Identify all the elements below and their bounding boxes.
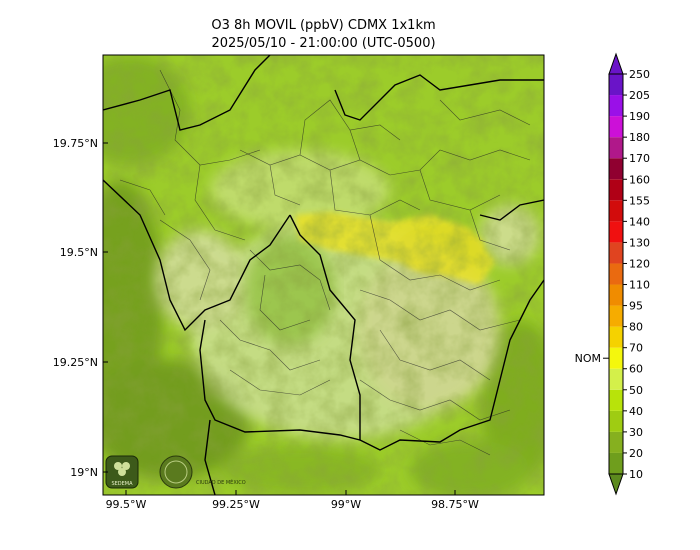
colorbar-label: 60 <box>629 363 643 376</box>
x-tick-label: 98.75°W <box>431 498 479 511</box>
x-tick-label: 99.25°W <box>212 498 260 511</box>
state-boundaries <box>103 55 544 495</box>
colorbar-label: 70 <box>629 342 643 355</box>
colorbar-segment <box>609 179 623 201</box>
colorbar-segment <box>609 305 623 327</box>
map-frame <box>102 54 545 496</box>
colorbar: 10 20 30 40 50 60 70 80 95 110 120 130 140 155 160 170 1… <box>575 52 650 496</box>
colorbar-label: 155 <box>629 194 650 207</box>
svg-text:CIUDAD DE MÉXICO: CIUDAD DE MÉXICO <box>196 478 246 486</box>
map-panel <box>103 55 544 495</box>
colorbar-label: 160 <box>629 173 650 186</box>
colorbar-segment <box>609 284 623 306</box>
colorbar-label: 250 <box>629 68 650 81</box>
colorbar-label: 180 <box>629 131 650 144</box>
municipal-boundaries <box>119 69 531 456</box>
colorbar-label: 95 <box>629 300 643 313</box>
y-tick-label: 19°N <box>70 466 98 479</box>
sedema-logo: SEDEMA <box>105 455 139 489</box>
y-tick-label: 19.75°N <box>53 137 98 150</box>
x-axis-ticks: 99.5°W 99.25°W 99°W 98.75°W <box>106 490 479 511</box>
x-tick-label: 99.5°W <box>106 498 147 511</box>
colorbar-label: 50 <box>629 384 643 397</box>
colorbar-segment <box>609 452 623 474</box>
colorbar-label: 10 <box>629 468 643 481</box>
colorbar-segment <box>609 431 623 453</box>
colorbar-segment <box>609 158 623 180</box>
colorbar-segment <box>609 200 623 222</box>
colorbar-max-extension <box>608 52 624 75</box>
colorbar-label: 205 <box>629 89 650 102</box>
y-axis-ticks: 19.75°N 19.5°N 19.25°N 19°N <box>53 137 108 479</box>
colorbar-label: 80 <box>629 321 643 334</box>
colorbar-segment <box>609 95 623 117</box>
colorbar-min-extension <box>608 473 624 496</box>
colorbar-segment <box>609 410 623 432</box>
colorbar-segment <box>609 74 623 96</box>
colorbar-label: 190 <box>629 110 650 123</box>
colorbar-label: 30 <box>629 426 643 439</box>
colorbar-label: 170 <box>629 152 650 165</box>
colorbar-segment <box>609 263 623 285</box>
y-tick-label: 19.5°N <box>60 246 98 259</box>
colorbar-label: 20 <box>629 447 643 460</box>
map-title: O3 8h MOVIL (ppbV) CDMX 1x1km <box>211 18 436 33</box>
colorbar-segment <box>609 221 623 243</box>
colorbar-label: 110 <box>629 279 650 292</box>
colorbar-segment <box>609 116 623 138</box>
colorbar-segment <box>609 242 623 264</box>
colorbar-segment <box>609 347 623 369</box>
colorbar-segment <box>609 326 623 348</box>
colorbar-label: 140 <box>629 215 650 228</box>
nom-label: NOM <box>575 352 601 365</box>
colorbar-segment <box>609 368 623 390</box>
colorbar-segment <box>609 137 623 159</box>
svg-text:SEDEMA: SEDEMA <box>111 481 133 487</box>
map-timestamp: 2025/05/10 - 21:00:00 (UTC-0500) <box>211 36 436 51</box>
x-tick-label: 99°W <box>331 498 361 511</box>
colorbar-label: 120 <box>629 257 650 270</box>
terrain-shading <box>103 55 544 495</box>
colorbar-segment <box>609 389 623 411</box>
colorbar-label: 40 <box>629 405 643 418</box>
y-tick-label: 19.25°N <box>53 356 98 369</box>
colorbar-outline <box>608 73 624 475</box>
cdmx-seal-logo: CIUDAD DE MÉXICO <box>159 455 246 489</box>
colorbar-label: 130 <box>629 236 650 249</box>
